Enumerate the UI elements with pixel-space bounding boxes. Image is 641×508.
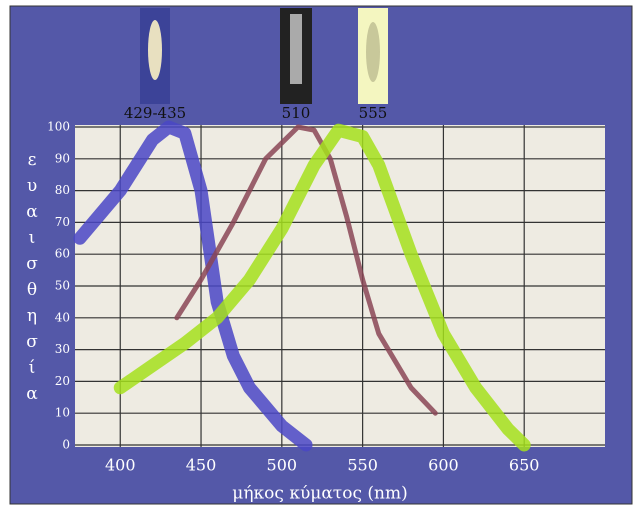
icon [290,14,302,84]
y-tick-label: 80 [55,183,70,197]
annotation: 429-435 [124,104,186,122]
x-tick-label: 600 [428,456,459,475]
annotation: 510 [282,104,311,122]
y-tick-label: 0 [62,438,70,452]
icon [148,20,162,80]
x-tick-label: 450 [186,456,217,475]
y-tick-label: 10 [55,406,70,420]
x-tick-label: 400 [105,456,136,475]
line [73,120,313,452]
y-tick-label: 70 [55,215,70,229]
y-tick-label: 60 [55,247,70,261]
icons [140,8,388,104]
y-tick-label: 50 [55,279,70,293]
line [113,123,531,452]
x-tick-label: 650 [509,456,540,475]
y-tick-label: 20 [55,374,70,388]
x-tick-label: 500 [267,456,298,475]
icon [366,22,380,82]
y-axis-title: ευαισθησία [22,150,42,410]
y-tick-label: 90 [55,151,70,165]
annotation: 555 [359,104,388,122]
x-axis-title: μήκος κύματος (nm) [232,484,407,504]
x-tick-label: 550 [347,456,378,475]
y-tick-label: 100 [47,120,70,134]
y-tick-label: 30 [55,342,70,356]
y-tick-label: 40 [55,310,70,324]
